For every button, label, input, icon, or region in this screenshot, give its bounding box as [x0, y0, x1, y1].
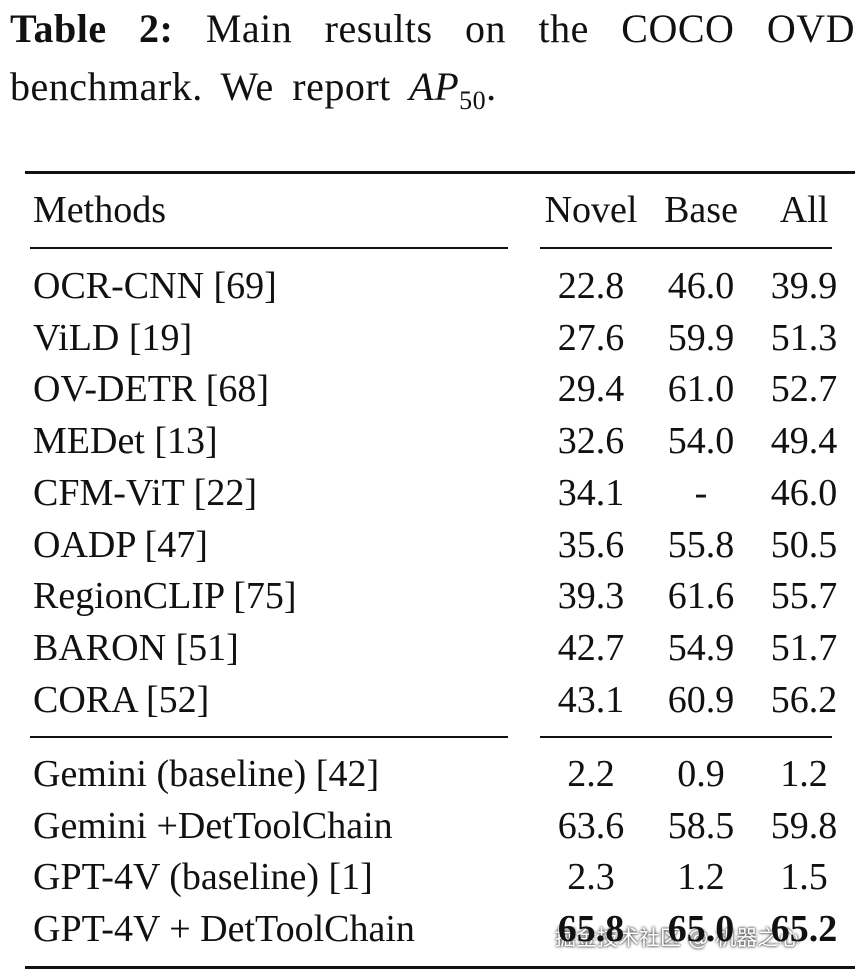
header-cell: All — [779, 189, 829, 231]
value-cell: 65.0 — [667, 908, 735, 951]
watermark: 掘金技术社区 @ 机器之心 — [555, 926, 800, 950]
caption-math: AP — [409, 64, 460, 109]
value-cell: 56.2 — [770, 678, 838, 721]
value-cell: 61.6 — [667, 575, 735, 618]
header-rule — [540, 247, 832, 249]
method-cell: Gemini (baseline) [42] — [33, 753, 380, 795]
value-cell: 50.5 — [770, 523, 838, 566]
value-cell: 1.2 — [780, 753, 828, 795]
caption-math-sub: 50 — [459, 86, 487, 115]
value-cell: 55.8 — [667, 523, 735, 566]
value-cell: 39.9 — [770, 265, 838, 307]
value-cell: 58.5 — [667, 804, 735, 847]
method-cell: MEDet [13] — [33, 420, 218, 463]
value-cell: 46.0 — [770, 471, 838, 514]
value-cell: 59.8 — [770, 804, 838, 847]
value-cell: 29.4 — [557, 368, 625, 411]
value-cell: 61.0 — [667, 368, 735, 411]
header-cell: Methods — [33, 189, 166, 231]
method-cell: OV-DETR [68] — [33, 368, 270, 411]
value-cell: 65.2 — [770, 908, 838, 951]
value-cell: 2.3 — [567, 856, 615, 899]
header-cell: Base — [664, 189, 738, 231]
value-cell: 27.6 — [557, 316, 625, 359]
value-cell: 22.8 — [557, 265, 625, 307]
value-cell: 43.1 — [557, 678, 625, 721]
mid-rule — [540, 736, 832, 738]
value-cell: 1.5 — [780, 856, 828, 899]
method-cell: OADP [47] — [33, 523, 208, 566]
value-cell: 2.2 — [567, 753, 615, 795]
value-cell: 49.4 — [770, 420, 838, 463]
value-cell: 63.6 — [557, 804, 625, 847]
caption-text: Main results on the COCO OVD benchmark. … — [10, 6, 855, 109]
value-cell: - — [694, 471, 708, 514]
value-cell: 34.1 — [557, 471, 625, 514]
value-cell: 51.7 — [770, 626, 838, 669]
method-cell: CORA [52] — [33, 678, 210, 721]
method-cell: OCR-CNN [69] — [33, 265, 277, 307]
caption-end: . — [486, 64, 497, 109]
value-cell: 54.0 — [667, 420, 735, 463]
value-cell: 39.3 — [557, 575, 625, 618]
mid-rule — [30, 736, 508, 738]
method-cell: GPT-4V + DetToolChain — [33, 908, 415, 951]
value-cell: 42.7 — [557, 626, 625, 669]
value-cell: 59.9 — [667, 316, 735, 359]
value-cell: 32.6 — [557, 420, 625, 463]
top-rule — [25, 171, 855, 174]
value-cell: 1.2 — [677, 856, 725, 899]
method-cell: GPT-4V (baseline) [1] — [33, 856, 373, 899]
value-cell: 55.7 — [770, 575, 838, 618]
method-cell: ViLD [19] — [33, 316, 193, 359]
value-cell: 0.9 — [677, 753, 725, 795]
method-cell: Gemini +DetToolChain — [33, 804, 393, 847]
value-cell: 51.3 — [770, 316, 838, 359]
method-cell: BARON [51] — [33, 626, 239, 669]
value-cell: 60.9 — [667, 678, 735, 721]
caption-label: Table 2: — [10, 6, 174, 51]
value-cell: 52.7 — [770, 368, 838, 411]
value-cell: 54.9 — [667, 626, 735, 669]
method-cell: CFM-ViT [22] — [33, 471, 257, 514]
caption: Table 2: Main results on the COCO OVD be… — [10, 0, 855, 130]
header-cell: Novel — [544, 189, 638, 231]
value-cell: 65.8 — [557, 908, 625, 951]
header-rule — [30, 247, 508, 249]
method-cell: RegionCLIP [75] — [33, 575, 297, 618]
value-cell: 46.0 — [667, 265, 735, 307]
value-cell: 35.6 — [557, 523, 625, 566]
bottom-rule — [25, 966, 855, 969]
